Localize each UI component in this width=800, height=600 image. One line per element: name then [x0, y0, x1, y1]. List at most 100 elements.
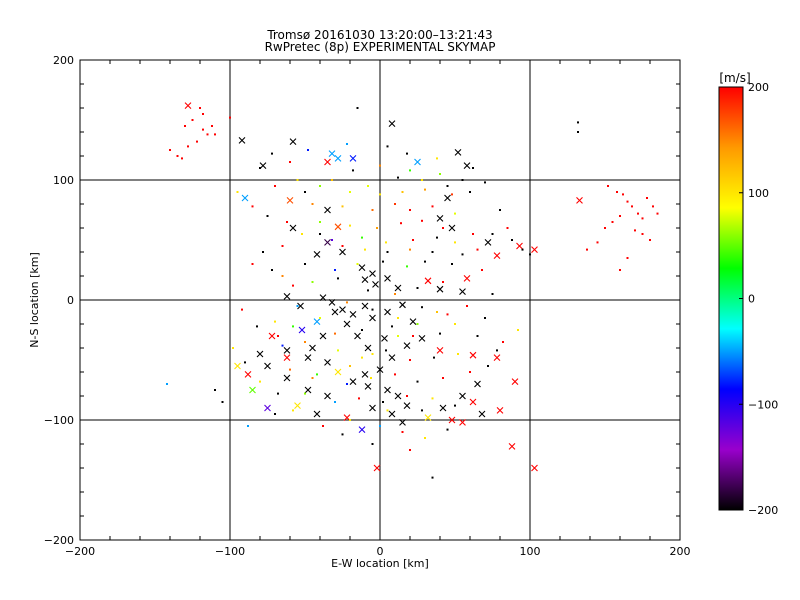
- data-point-dot: [406, 395, 408, 397]
- data-point-dot: [337, 349, 339, 352]
- data-point-x: [409, 318, 417, 325]
- data-point-dot: [442, 377, 444, 379]
- data-point-dot: [334, 332, 336, 335]
- data-point-x: [349, 311, 357, 318]
- data-point-x: [384, 386, 391, 394]
- data-point-x: [364, 344, 372, 352]
- data-point-x: [388, 354, 396, 361]
- data-point-dot: [322, 425, 324, 427]
- y-tick-label: 100: [53, 174, 74, 187]
- data-point-dot: [394, 203, 396, 205]
- colorbar-tick-label: 100: [748, 187, 769, 200]
- data-point-dot: [416, 323, 419, 325]
- data-point-x: [403, 342, 411, 349]
- data-point-dot: [461, 253, 464, 256]
- data-point-dot: [311, 203, 314, 205]
- data-point-x: [283, 347, 291, 354]
- data-point-dot: [202, 128, 204, 131]
- data-point-x: [334, 368, 342, 376]
- data-point-x: [349, 155, 357, 162]
- data-point-dot: [289, 368, 291, 371]
- data-point-dot: [341, 205, 344, 208]
- data-point-dot: [214, 133, 216, 136]
- data-point-dot: [506, 227, 509, 229]
- data-point-dot: [259, 380, 261, 383]
- data-point-dot: [394, 373, 396, 376]
- data-point-dot: [176, 155, 179, 157]
- colorbar-label: [m/s]: [719, 71, 750, 85]
- data-point-dot: [304, 341, 306, 343]
- data-point-dot: [652, 205, 654, 208]
- data-point-dot: [487, 365, 489, 367]
- data-point-dot: [361, 236, 363, 239]
- data-point-x: [319, 332, 327, 340]
- data-point-dot: [406, 265, 408, 268]
- data-point-dot: [491, 233, 494, 235]
- data-point-dot: [586, 248, 588, 251]
- data-point-dot: [400, 222, 402, 225]
- data-point-x: [319, 294, 327, 301]
- data-point-dot: [454, 212, 456, 215]
- data-point-dot: [386, 409, 389, 412]
- chart-subtitle: RwPretec (8p) EXPERIMENTAL SKYMAP: [265, 40, 496, 54]
- data-point-dot: [491, 293, 494, 295]
- data-point-dot: [292, 284, 294, 287]
- data-point-dot: [206, 133, 209, 136]
- data-point-dot: [607, 185, 609, 187]
- data-point-x: [516, 242, 523, 250]
- data-point-dot: [349, 365, 351, 367]
- data-point-dot: [382, 260, 384, 263]
- data-point-dot: [361, 356, 363, 359]
- colorbar-tick-label: −200: [748, 504, 778, 517]
- data-point-x: [439, 404, 447, 412]
- data-point-x: [414, 158, 421, 166]
- data-point-dot: [286, 221, 288, 223]
- data-point-dot: [346, 383, 348, 385]
- data-point-dot: [311, 377, 314, 379]
- data-point-dot: [416, 380, 419, 383]
- data-point-x: [364, 383, 372, 390]
- data-point-x: [399, 419, 406, 426]
- data-point-dot: [277, 335, 279, 337]
- data-point-x: [369, 270, 376, 277]
- data-point-dot: [169, 149, 171, 151]
- data-point-dot: [371, 443, 374, 445]
- data-point-x: [313, 410, 321, 418]
- data-point-x: [313, 318, 321, 325]
- data-point-dot: [367, 185, 369, 187]
- data-point-x: [234, 362, 241, 370]
- data-point-dot: [511, 239, 513, 241]
- data-point-dot: [394, 293, 396, 295]
- data-point-dot: [472, 167, 474, 169]
- y-tick-label: −100: [44, 414, 74, 427]
- data-point-dot: [476, 248, 479, 251]
- data-point-dot: [281, 245, 284, 247]
- data-point-x: [324, 158, 331, 166]
- data-point-x: [264, 404, 271, 412]
- data-point-dot: [211, 125, 213, 127]
- data-point-dot: [341, 433, 344, 436]
- data-point-dot: [236, 191, 239, 193]
- data-point-dot: [256, 325, 258, 328]
- data-point-dot: [289, 161, 291, 163]
- data-point-dot: [304, 392, 306, 395]
- data-point-x: [324, 206, 331, 214]
- data-point-x: [474, 380, 481, 388]
- data-point-dot: [409, 248, 411, 251]
- data-point-x: [283, 354, 291, 361]
- data-point-dot: [251, 205, 254, 208]
- data-points: [166, 102, 659, 479]
- data-point-dot: [412, 239, 414, 241]
- gridlines: [80, 60, 680, 540]
- data-point-dot: [517, 329, 519, 331]
- data-point-x: [436, 215, 444, 222]
- data-point-dot: [424, 188, 426, 191]
- colorbar-tick-label: 200: [748, 81, 769, 94]
- data-point-dot: [409, 169, 411, 172]
- data-point-x: [264, 362, 271, 370]
- data-point-dot: [577, 121, 579, 124]
- data-point-x: [324, 239, 331, 246]
- data-point-dot: [626, 257, 629, 259]
- data-point-x: [511, 378, 519, 385]
- data-point-dot: [472, 233, 474, 235]
